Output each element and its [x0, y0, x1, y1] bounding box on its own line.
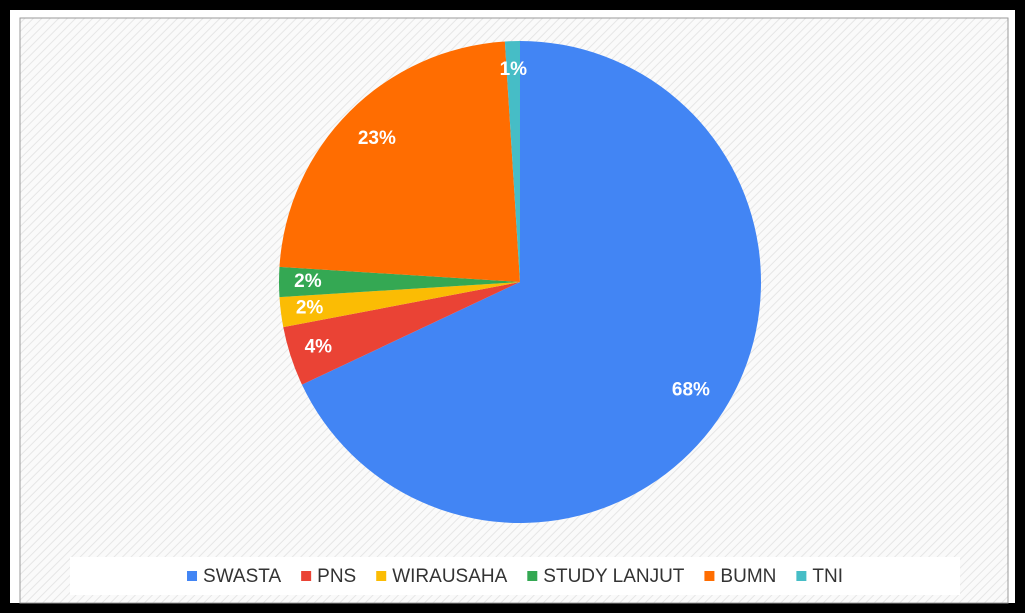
- legend-box: [70, 557, 960, 595]
- pie-slice: [504, 41, 520, 282]
- legend-swatch: [796, 571, 807, 581]
- data-label: 68%: [672, 379, 710, 400]
- pie-slice: [301, 41, 762, 523]
- legend-swatch: [704, 571, 715, 581]
- legend-label: BUMN: [720, 566, 776, 587]
- legend-label: STUDY LANJUT: [543, 566, 685, 587]
- pie-slice: [279, 41, 520, 283]
- legend-swatch: [301, 571, 312, 581]
- data-label: 23%: [358, 128, 396, 149]
- data-label: 2%: [296, 298, 324, 319]
- legend-swatch: [527, 571, 538, 581]
- data-label: 4%: [305, 337, 333, 358]
- legend-label: PNS: [317, 566, 356, 587]
- pie-slice: [279, 282, 520, 328]
- legend-label: TNI: [812, 566, 843, 587]
- legend-swatch: [187, 571, 198, 581]
- legend-label: SWASTA: [203, 566, 281, 587]
- data-label: 2%: [294, 271, 322, 292]
- legend-swatch: [376, 571, 387, 581]
- pie-slice: [279, 266, 520, 298]
- data-label: 1%: [500, 59, 528, 80]
- legend-label: WIRAUSAHA: [392, 566, 507, 587]
- pie-slice: [283, 282, 520, 385]
